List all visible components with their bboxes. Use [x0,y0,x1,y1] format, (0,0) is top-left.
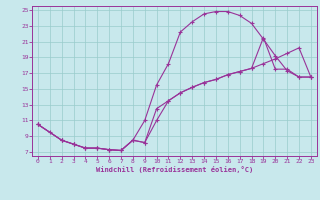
X-axis label: Windchill (Refroidissement éolien,°C): Windchill (Refroidissement éolien,°C) [96,166,253,173]
